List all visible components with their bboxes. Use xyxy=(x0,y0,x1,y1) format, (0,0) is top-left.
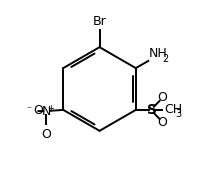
Text: O: O xyxy=(41,128,51,141)
Text: NH: NH xyxy=(149,47,168,60)
Text: N: N xyxy=(42,105,51,118)
Text: ⁻: ⁻ xyxy=(26,105,32,116)
Text: 3: 3 xyxy=(175,109,181,119)
Text: O: O xyxy=(157,91,167,104)
Text: O: O xyxy=(33,104,43,117)
Text: CH: CH xyxy=(164,103,182,116)
Text: Br: Br xyxy=(93,15,106,28)
Text: 2: 2 xyxy=(162,54,168,64)
Text: O: O xyxy=(157,116,167,129)
Text: S: S xyxy=(147,103,157,117)
Text: +: + xyxy=(47,104,54,113)
